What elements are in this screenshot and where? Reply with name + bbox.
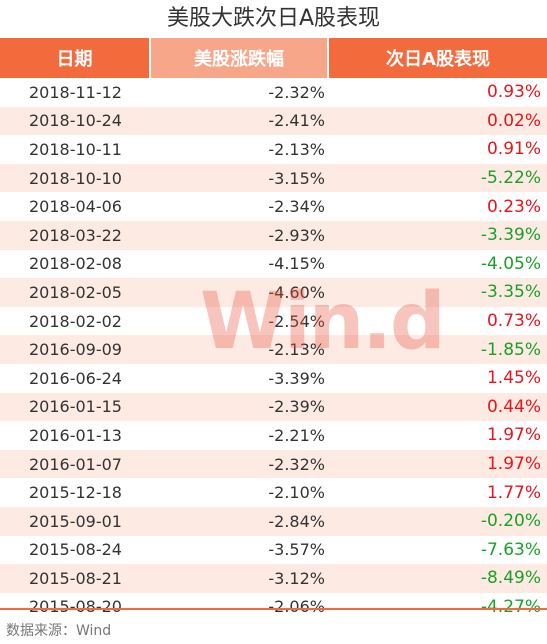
table-row: 2016-09-09 -2.13% -1.85% [0, 335, 547, 364]
table-row: 2015-08-24 -3.57% -7.63% [0, 535, 547, 565]
table-title: 美股大跌次日A股表现 [166, 6, 381, 31]
cell-us-change: -2.10% [268, 483, 325, 503]
cell-date: 2016-01-15 [29, 397, 122, 417]
cell-us-change: -2.32% [268, 454, 325, 474]
cell-a-share-change: -1.85% [480, 339, 541, 360]
cell-a-share-change: 0.73% [486, 311, 541, 332]
cell-date: 2018-10-24 [29, 111, 122, 131]
cell-us-change: -3.39% [268, 368, 325, 388]
table-row: 2018-02-05 -4.60% -3.35% [0, 278, 547, 307]
cell-date: 2018-10-11 [29, 139, 122, 159]
cell-date: 2016-01-13 [29, 425, 122, 445]
cell-us-change: -4.60% [268, 282, 325, 302]
table-row: 2018-03-22 -2.93% -3.39% [0, 220, 547, 250]
cell-a-share-change: 1.77% [486, 482, 541, 503]
table-row: 2018-10-11 -2.13% 0.91% [0, 135, 547, 164]
table-row: 2018-04-06 -2.34% 0.23% [0, 192, 547, 221]
cell-date: 2018-02-08 [29, 254, 122, 274]
source-note: 数据来源：Wind [6, 623, 112, 639]
cell-us-change: -2.06% [268, 597, 325, 617]
cell-us-change: -2.13% [268, 340, 325, 360]
cell-date: 2018-04-06 [29, 197, 122, 217]
cell-a-share-change: -0.20% [480, 511, 541, 532]
table-bottom-rule [0, 608, 547, 610]
cell-date: 2018-10-10 [29, 168, 122, 188]
table-row: 2018-11-12 -2.32% 0.93% [0, 78, 547, 107]
cell-us-change: -3.12% [268, 568, 325, 588]
cell-a-share-change: 1.97% [486, 454, 541, 475]
table-row: 2016-01-07 -2.32% 1.97% [0, 449, 547, 479]
cell-us-change: -2.54% [268, 311, 325, 331]
cell-date: 2016-09-09 [29, 340, 122, 360]
table-row: 2015-08-21 -3.12% -8.49% [0, 564, 547, 593]
cell-a-share-change: -3.39% [480, 225, 541, 246]
cell-us-change: -2.39% [268, 397, 325, 417]
cell-us-change: -3.57% [268, 540, 325, 560]
table-row: 2018-02-02 -2.54% 0.73% [0, 306, 547, 336]
cell-a-share-change: 0.91% [486, 139, 541, 160]
cell-us-change: -2.84% [268, 511, 325, 531]
table-body: 2018-11-12 -2.32% 0.93% 2018-10-24 -2.41% 0.0… [0, 78, 547, 622]
cell-a-share-change: -4.27% [480, 596, 541, 617]
header-a-share-next-day: 次日A股表现 [329, 38, 547, 78]
cell-date: 2015-12-18 [29, 483, 122, 503]
cell-us-change: -2.34% [268, 197, 325, 217]
table-row: 2015-12-18 -2.10% 1.77% [0, 478, 547, 507]
cell-date: 2018-02-05 [29, 282, 122, 302]
table-row: 2016-01-13 -2.21% 1.97% [0, 421, 547, 450]
cell-us-change: -4.15% [268, 254, 325, 274]
cell-a-share-change: 1.97% [486, 425, 541, 446]
cell-date: 2018-03-22 [29, 225, 122, 245]
cell-a-share-change: 0.02% [486, 110, 541, 131]
table-row: 2018-10-24 -2.41% 0.02% [0, 106, 547, 136]
cell-us-change: -2.32% [268, 82, 325, 102]
cell-a-share-change: -8.49% [480, 568, 541, 589]
cell-date: 2015-08-20 [29, 597, 122, 617]
cell-us-change: -3.15% [268, 168, 325, 188]
cell-date: 2015-08-24 [29, 540, 122, 560]
table-row: 2016-01-15 -2.39% 0.44% [0, 392, 547, 422]
data-table: 日期 美股涨跌幅 次日A股表现 2018-11-12 -2.32% 0.93% 201… [0, 38, 547, 622]
header-us-change: 美股涨跌幅 [151, 38, 329, 78]
cell-date: 2016-01-07 [29, 454, 122, 474]
table-row: 2018-02-08 -4.15% -4.05% [0, 249, 547, 279]
cell-date: 2015-08-21 [29, 568, 122, 588]
cell-date: 2018-02-02 [29, 311, 122, 331]
table-row: 2015-08-20 -2.06% -4.27% [0, 592, 547, 622]
table-header: 日期 美股涨跌幅 次日A股表现 [0, 38, 547, 78]
cell-a-share-change: 0.44% [486, 396, 541, 417]
table-row: 2018-10-10 -3.15% -5.22% [0, 163, 547, 193]
cell-a-share-change: -5.22% [480, 168, 541, 189]
cell-date: 2016-06-24 [29, 368, 122, 388]
cell-a-share-change: 1.45% [486, 368, 541, 389]
table-row: 2015-09-01 -2.84% -0.20% [0, 506, 547, 536]
cell-date: 2015-09-01 [29, 511, 122, 531]
cell-us-change: -2.13% [268, 139, 325, 159]
cell-a-share-change: 0.23% [486, 196, 541, 217]
cell-a-share-change: -3.35% [480, 282, 541, 303]
table-row: 2016-06-24 -3.39% 1.45% [0, 363, 547, 393]
cell-us-change: -2.93% [268, 225, 325, 245]
cell-a-share-change: 0.93% [486, 82, 541, 103]
cell-a-share-change: -4.05% [480, 253, 541, 274]
cell-us-change: -2.41% [268, 111, 325, 131]
cell-us-change: -2.21% [268, 425, 325, 445]
header-date: 日期 [0, 38, 151, 78]
cell-a-share-change: -7.63% [480, 539, 541, 560]
cell-date: 2018-11-12 [29, 82, 122, 102]
